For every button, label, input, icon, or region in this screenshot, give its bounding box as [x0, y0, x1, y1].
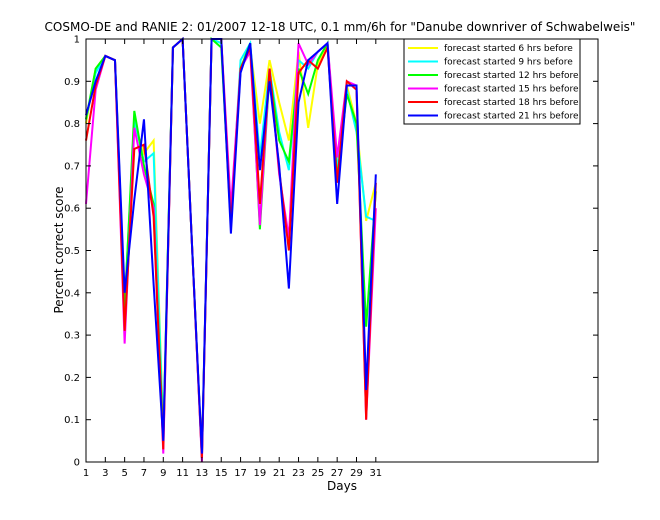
x-tick-label: 11 [176, 468, 189, 479]
legend-label-1: forecast started 6 hrs before [444, 44, 573, 54]
x-tick-label: 19 [254, 468, 267, 479]
y-tick-label: 0.6 [64, 204, 80, 215]
y-tick-label: 0 [74, 458, 80, 469]
y-tick-label: 0.1 [64, 415, 80, 426]
y-tick-label: 0.2 [64, 373, 80, 384]
legend-box [403, 38, 581, 125]
x-tick-label: 27 [331, 468, 344, 479]
x-tick-label: 7 [141, 468, 147, 479]
y-axis: 0 0.1 0.2 0.3 0.4 0.5 0.6 0.7 0.8 0.9 1 [64, 35, 598, 469]
chart-title: COSMO-DE and RANIE 2: 01/2007 12-18 UTC,… [45, 20, 636, 34]
y-axis-label: Percent correct score [52, 186, 66, 313]
x-tick-label: 25 [311, 468, 324, 479]
y-tick-label: 0.5 [64, 246, 80, 257]
y-tick-label: 0.7 [64, 161, 80, 172]
y-tick-label: 0.8 [64, 119, 80, 130]
x-tick-label: 15 [215, 468, 228, 479]
series-line-6 [85, 36, 377, 454]
x-axis: 1 3 5 7 9 11 13 15 17 19 21 23 25 27 29 31 [83, 39, 382, 479]
x-tick-label: 1 [83, 468, 89, 479]
x-tick-label: 31 [369, 468, 382, 479]
x-tick-label: 17 [234, 468, 247, 479]
legend-items: forecast started 6 hrs before forecast st… [408, 44, 579, 122]
legend-label-4: forecast started 15 hrs before [444, 85, 579, 95]
y-tick-label: 0.4 [64, 288, 80, 299]
x-tick-label: 3 [102, 468, 108, 479]
y-tick-label: 0.3 [64, 331, 80, 342]
legend-label-6: forecast started 21 hrs before [444, 112, 579, 122]
legend-label-2: forecast started 9 hrs before [444, 58, 573, 68]
x-tick-label: 29 [350, 468, 363, 479]
x-tick-label: 21 [273, 468, 286, 479]
x-axis-label: Days [327, 479, 357, 493]
y-tick-label: 1 [74, 35, 80, 46]
x-tick-label: 5 [121, 468, 127, 479]
series-layer [85, 36, 377, 463]
y-tick-label: 0.9 [64, 77, 80, 88]
x-tick-label: 23 [292, 468, 305, 479]
legend-label-3: forecast started 12 hrs before [444, 71, 579, 81]
legend-label-5: forecast started 18 hrs before [444, 98, 579, 108]
x-tick-label: 13 [196, 468, 209, 479]
legend: forecast started 6 hrs before forecast st… [403, 38, 581, 125]
x-tick-label: 9 [160, 468, 166, 479]
